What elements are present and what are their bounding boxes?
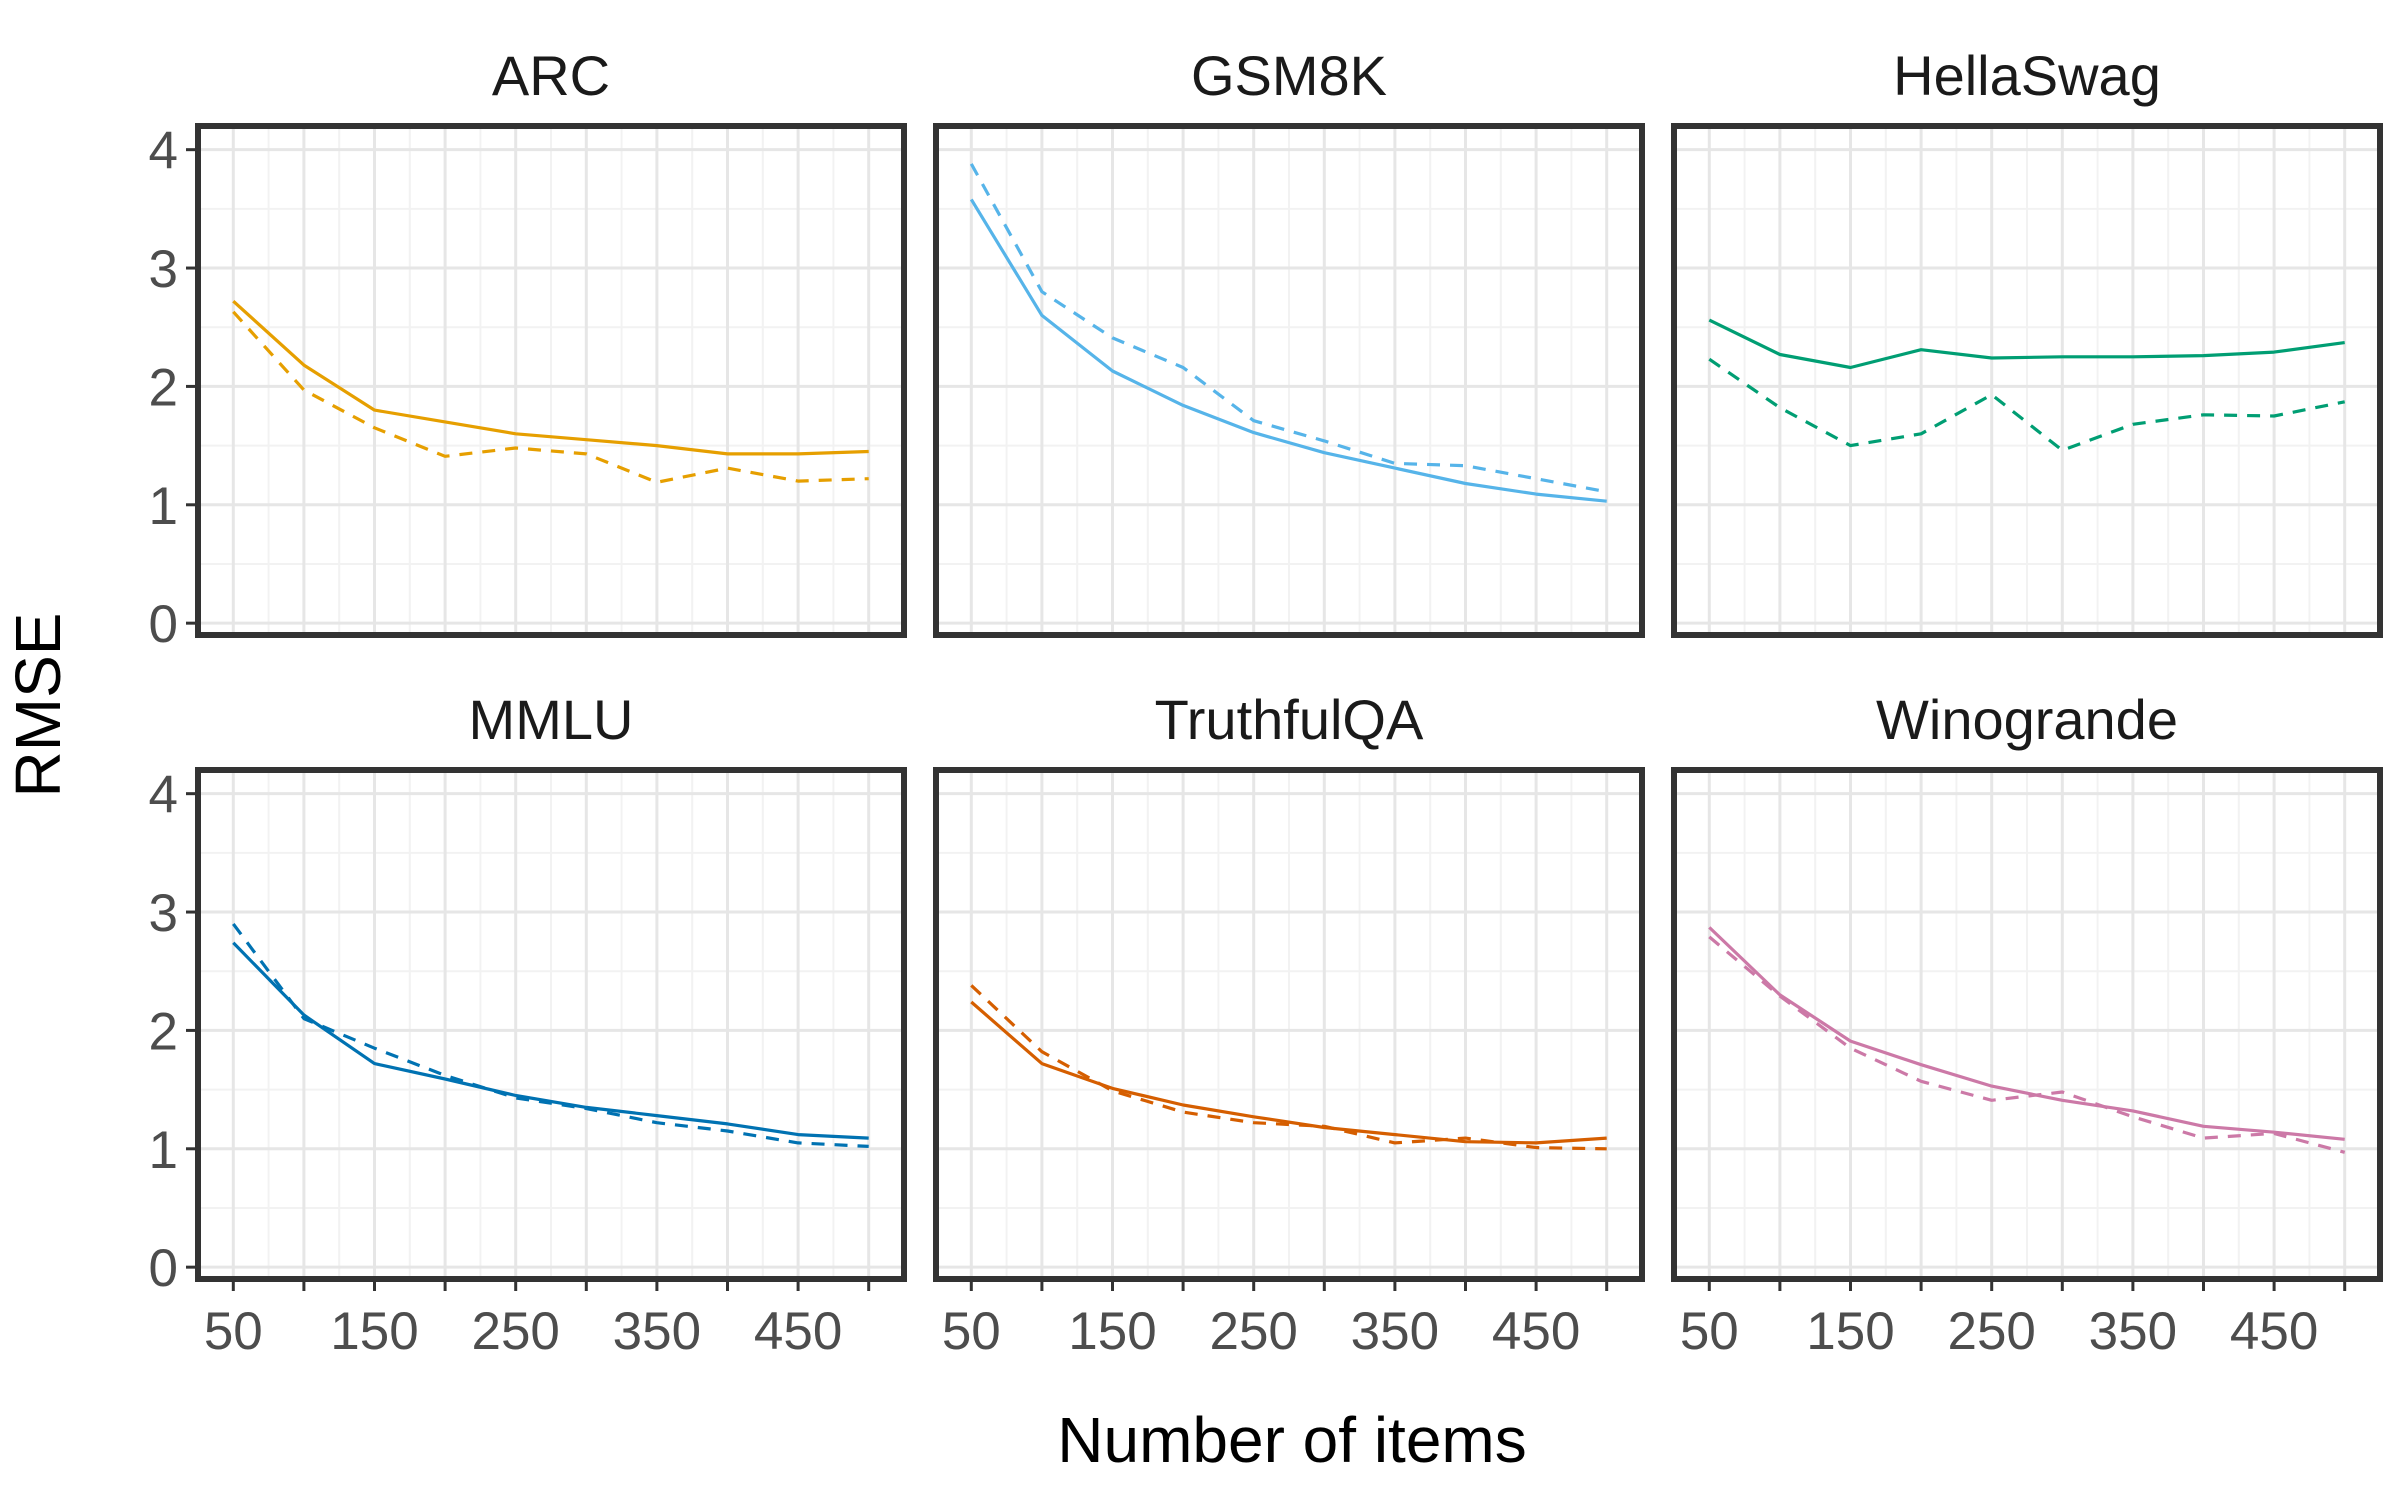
panel-border (933, 123, 1645, 638)
panel-border (1671, 767, 2383, 1282)
x-axis-title: Number of items (1057, 1404, 1526, 1476)
panel-border (195, 123, 907, 638)
grid-lines (936, 126, 1642, 635)
y-tick-label: 1 (149, 1121, 178, 1180)
panel-title: ARC (492, 44, 610, 107)
panel-border (1671, 123, 2383, 638)
y-tick-label: 4 (149, 766, 178, 825)
x-tick-label: 150 (1068, 1302, 1156, 1361)
panel-winogrande: Winogrande 50 150 250 350 450 (1671, 688, 2383, 1361)
panel-truthfulqa: TruthfulQA 50 150 250 350 450 (933, 688, 1645, 1361)
x-tick-label: 150 (1806, 1302, 1894, 1361)
series-line-dashed (1708, 357, 2346, 452)
x-tick-label: 450 (754, 1302, 842, 1361)
x-tick-label: 250 (1947, 1302, 2035, 1361)
x-tick-label: 250 (471, 1302, 559, 1361)
series-line-solid (232, 300, 869, 456)
panel-title: GSM8K (1191, 44, 1387, 107)
panel-border (933, 767, 1645, 1282)
panel-border (195, 767, 907, 1282)
series-line-solid (1708, 318, 2345, 370)
panel-gsm8k: GSM8K (933, 44, 1645, 638)
series-line-dashed (232, 310, 869, 484)
grid-lines (198, 770, 904, 1279)
x-tick-label: 450 (1492, 1302, 1580, 1361)
y-tick-label: 3 (149, 240, 178, 299)
x-tick-label: 50 (204, 1302, 263, 1361)
y-axis-title: RMSE (2, 613, 74, 798)
y-tick-label: 0 (149, 1239, 178, 1298)
panel-arc: ARC 0 1 2 3 4 (149, 44, 907, 654)
series-line-solid (1708, 926, 2345, 1141)
y-tick-label: 1 (149, 477, 178, 536)
panel-title: HellaSwag (1893, 44, 2161, 107)
y-tick-label: 3 (149, 884, 178, 943)
x-tick-label: 150 (330, 1302, 418, 1361)
y-tick-label: 2 (149, 1002, 178, 1061)
x-tick-label: 250 (1209, 1302, 1297, 1361)
x-tick-label: 50 (942, 1302, 1001, 1361)
series-line-solid (232, 941, 869, 1140)
x-tick-label: 50 (1680, 1302, 1739, 1361)
panel-title: MMLU (469, 688, 634, 751)
panel-hellaswag: HellaSwag (1671, 44, 2383, 638)
series-line-solid (969, 198, 1607, 503)
y-tick-label: 4 (149, 122, 178, 181)
x-tick-label: 350 (613, 1302, 701, 1361)
series-line-solid (970, 1000, 1607, 1145)
series-line-dashed (969, 163, 1607, 494)
grid-lines (1674, 126, 2380, 635)
y-tick-label: 2 (149, 358, 178, 417)
panel-title: TruthfulQA (1155, 688, 1424, 751)
y-tick-label: 0 (149, 595, 178, 654)
panel-title: Winogrande (1876, 688, 2178, 751)
series-line-dashed (232, 922, 869, 1148)
grid-lines (936, 770, 1642, 1279)
x-tick-label: 350 (1351, 1302, 1439, 1361)
grid-lines (198, 126, 904, 635)
series-line-dashed (1708, 935, 2346, 1154)
grid-lines (1674, 770, 2380, 1279)
x-tick-label: 450 (2230, 1302, 2318, 1361)
x-tick-label: 350 (2089, 1302, 2177, 1361)
